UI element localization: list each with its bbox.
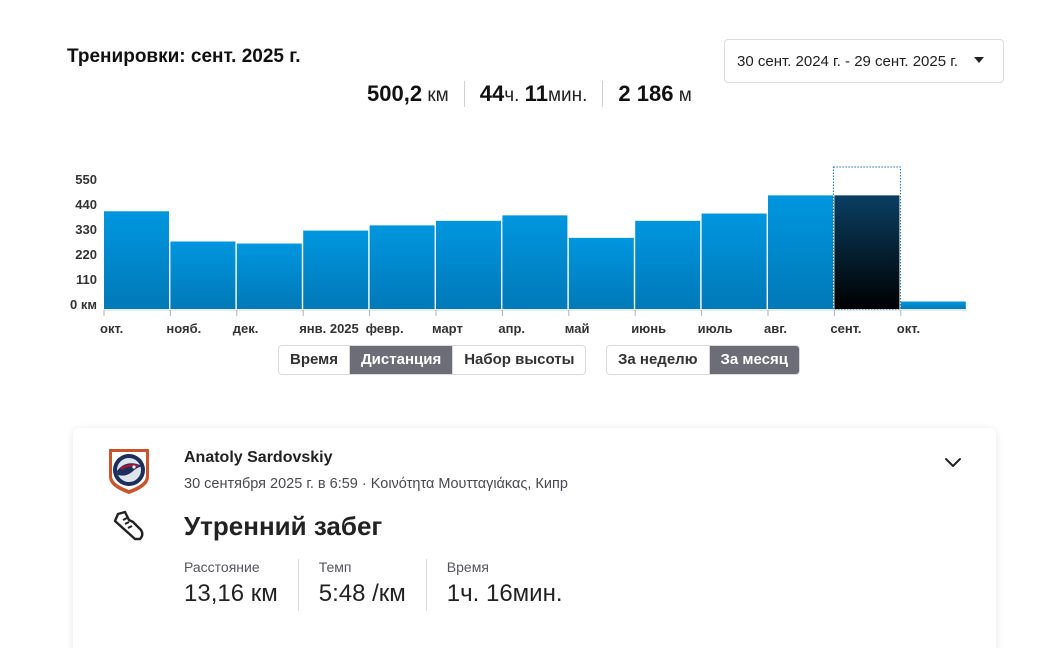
chart-bar[interactable]	[170, 241, 236, 310]
selected-bar-frame	[832, 166, 901, 310]
time-hours-unit: ч.	[504, 85, 520, 106]
toggle-monthly[interactable]: За месяц	[708, 346, 799, 374]
chart-bar[interactable]	[568, 237, 634, 309]
summary-stats: 500,2 км 44ч. 11мин. 2 186 м	[352, 80, 707, 108]
y-tick-label: 220	[75, 247, 97, 262]
monthly-distance-chart: 550 440 330 220 110 0 км окт. нояб. дек. янв. 20…	[70, 166, 968, 336]
metric-label: Время	[446, 559, 489, 575]
time-minutes-unit: мин.	[547, 85, 588, 106]
chart-bar[interactable]	[701, 213, 767, 309]
x-tick-label: июнь	[631, 321, 666, 336]
chart-bar[interactable]	[768, 195, 833, 309]
y-tick-label: 110	[76, 272, 97, 287]
metric-toggle: Время Дистанция Набор высоты	[278, 345, 587, 375]
toggle-elevation[interactable]: Набор высоты	[452, 346, 585, 374]
team-logo-avatar[interactable]	[106, 447, 152, 495]
metric-label: Расстояние	[184, 559, 260, 575]
total-time: 44ч. 11мин.	[463, 81, 603, 107]
chart-bar[interactable]	[436, 220, 501, 309]
x-tick-label: окт.	[100, 321, 123, 336]
metric-value: 5:48 /км	[318, 580, 406, 607]
x-tick-label: февр.	[366, 321, 404, 336]
date-range-dropdown[interactable]: 30 сент. 2024 г. - 29 сент. 2025 г.	[724, 39, 1004, 83]
y-tick-label: 330	[75, 222, 97, 237]
metric-distance: Расстояние 13,16 км	[184, 559, 299, 611]
chart-bar[interactable]	[104, 211, 169, 309]
metric-value: 1ч. 16мин.	[446, 580, 563, 607]
x-tick-label: май	[565, 321, 590, 336]
chart-bar[interactable]	[834, 195, 900, 309]
x-tick-label: нояб.	[166, 321, 201, 336]
chart-bar[interactable]	[900, 301, 966, 310]
elevation-value: 2 186	[618, 81, 674, 106]
chart-bar[interactable]	[369, 225, 435, 309]
distance-unit: км	[427, 85, 449, 106]
chart-bar[interactable]	[303, 230, 369, 309]
total-distance: 500,2 км	[352, 81, 464, 107]
metric-value: 13,16 км	[184, 580, 278, 607]
toggle-weekly[interactable]: За неделю	[618, 351, 698, 368]
toggle-distance[interactable]: Дистанция	[349, 346, 453, 374]
x-tick-label: июль	[698, 321, 733, 336]
chart-bar[interactable]	[236, 243, 302, 309]
x-tick-label: сент.	[830, 321, 861, 336]
y-tick-label: 550	[75, 172, 97, 187]
metric-pace: Темп 5:48 /км	[319, 559, 427, 611]
chart-bar[interactable]	[502, 215, 568, 309]
toggle-time[interactable]: Время	[290, 351, 338, 368]
activity-metrics: Расстояние 13,16 км Темп 5:48 /км Время …	[184, 559, 603, 611]
x-tick-label: дек.	[233, 321, 259, 336]
activity-card: Anatoly Sardovskiy 30 сентября 2025 г. в…	[73, 428, 996, 648]
period-toggle: За неделю За месяц	[606, 345, 800, 375]
distance-value: 500,2	[367, 81, 423, 106]
elevation-unit: м	[678, 85, 692, 106]
y-tick-label: 440	[75, 197, 97, 212]
date-range-label: 30 сент. 2024 г. - 29 сент. 2025 г.	[737, 52, 959, 70]
time-hours: 44	[479, 81, 505, 106]
chart-bar[interactable]	[635, 220, 701, 309]
page-title: Тренировки: сент. 2025 г.	[67, 46, 301, 67]
x-tick-label: авг.	[764, 321, 787, 336]
y-tick-label: 0 км	[70, 297, 97, 312]
metric-label: Темп	[318, 559, 352, 575]
chevron-down-icon[interactable]	[944, 456, 962, 468]
total-elevation: 2 186 м	[602, 81, 706, 107]
x-tick-label: апр.	[498, 321, 525, 336]
activity-title[interactable]: Утренний забег	[184, 511, 383, 541]
caret-down-icon	[974, 57, 984, 63]
x-tick-label: март	[432, 321, 463, 336]
time-minutes: 11	[524, 81, 548, 106]
x-tick-label: янв. 2025	[299, 321, 359, 336]
x-tick-label: окт.	[897, 321, 920, 336]
running-shoe-icon	[113, 510, 144, 541]
activity-meta: 30 сентября 2025 г. в 6:59 · Κοινότητα Μ…	[184, 476, 568, 492]
metric-time: Время 1ч. 16мин.	[447, 559, 583, 611]
athlete-name[interactable]: Anatoly Sardovskiy	[184, 449, 333, 466]
